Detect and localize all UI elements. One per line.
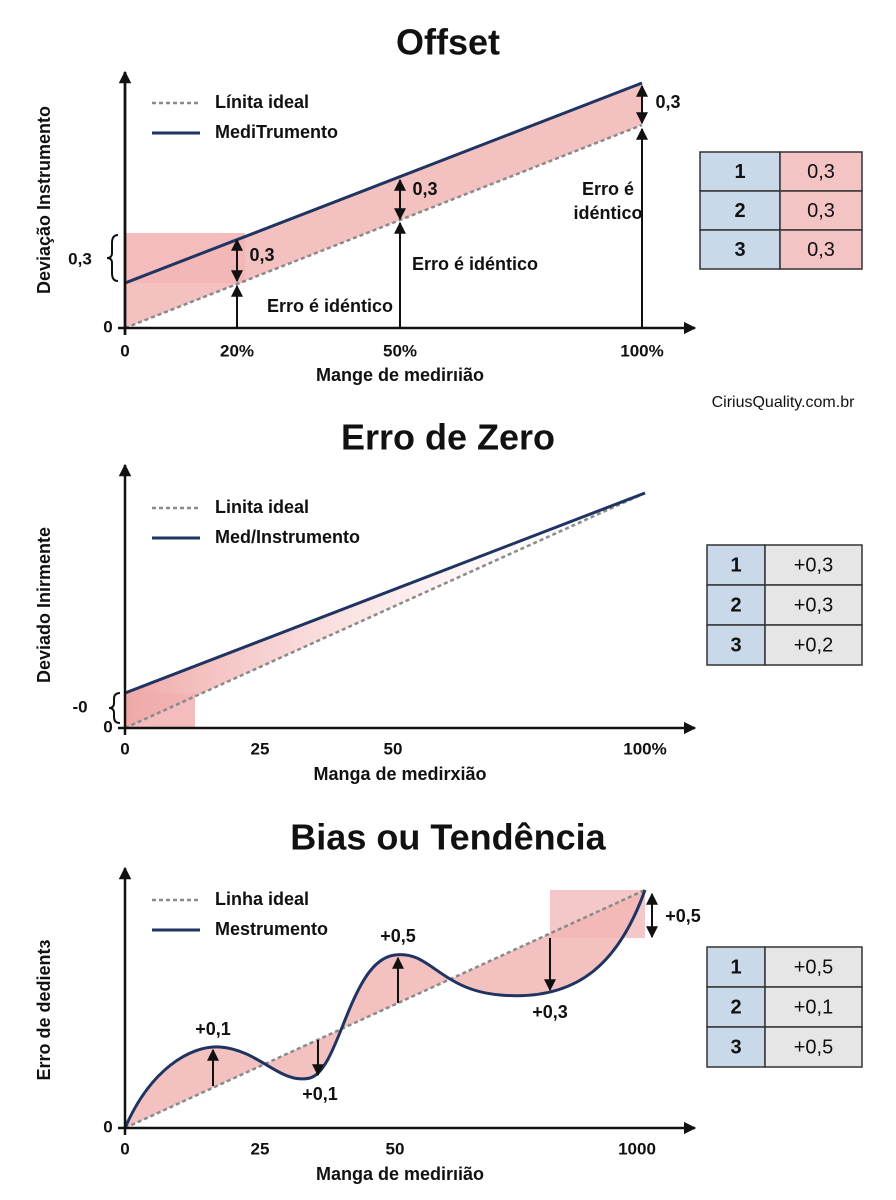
table-value: +0,5 — [794, 956, 833, 978]
table-key: 2 — [734, 200, 745, 222]
table-cell — [779, 151, 863, 192]
ideal-line — [124, 888, 646, 1130]
table-cell — [764, 624, 863, 666]
ideal-line — [124, 123, 643, 330]
table-key: 3 — [734, 239, 745, 261]
table-key: 3 — [730, 634, 741, 656]
error-area — [125, 83, 642, 328]
table-value: +0,1 — [794, 996, 833, 1018]
x-tick-label: 0 — [120, 1139, 129, 1158]
panel-title: Bias ou Tendência — [290, 817, 606, 858]
x-tick-label: 50 — [386, 1139, 405, 1158]
x-tick-label: 100% — [620, 341, 663, 360]
table-key: 1 — [730, 956, 741, 978]
table-cell — [764, 1026, 863, 1068]
brace — [106, 234, 119, 282]
measured-line — [124, 491, 646, 695]
annotation: 0,3 — [412, 179, 437, 199]
table-value: +0,3 — [794, 594, 833, 616]
annotation: +0,1 — [195, 1019, 231, 1039]
x-axis-label: Mange de medirıião — [316, 365, 484, 385]
x-tick-label: 1000 — [618, 1139, 656, 1158]
credit: CiriusQuality.com.br — [712, 394, 856, 411]
table-cell — [699, 229, 781, 270]
panel-title: Erro de Zero — [341, 417, 555, 458]
table-value: +0,3 — [794, 554, 833, 576]
panel-title: Offset — [396, 22, 500, 63]
y-tick-label: 0 — [103, 317, 112, 336]
measured-line — [124, 81, 643, 285]
y-axis-label: Erro de dedientɜ — [34, 939, 54, 1080]
table-value: 0,3 — [807, 200, 835, 222]
annotation: idéntico — [573, 203, 642, 223]
legend-label: Mestrumento — [215, 919, 328, 939]
annotation: +0,1 — [302, 1084, 338, 1104]
y-tick-label: 0 — [103, 717, 112, 736]
table-key: 1 — [734, 161, 745, 183]
table-value: 0,3 — [807, 239, 835, 261]
table-cell — [706, 986, 766, 1028]
x-tick-label: 0 — [120, 341, 129, 360]
x-tick-label: 50 — [384, 739, 403, 758]
table-cell — [764, 986, 863, 1028]
y-tick-label: -0 — [72, 697, 87, 716]
legend-label: Linita ideal — [215, 497, 309, 517]
table-key: 1 — [730, 554, 741, 576]
table-cell — [764, 584, 863, 626]
annotation: 0,3 — [655, 92, 680, 112]
brace — [108, 692, 121, 724]
annotation: Erro é idéntico — [412, 254, 538, 274]
measured-curve — [123, 889, 647, 1129]
table-key: 2 — [730, 996, 741, 1018]
table-key: 2 — [730, 594, 741, 616]
offset-graphics — [106, 70, 695, 335]
legend-label: Linha ideal — [215, 889, 309, 909]
x-tick-label: 0 — [120, 739, 129, 758]
annotation: +0,5 — [665, 906, 701, 926]
x-tick-label: 100% — [623, 739, 666, 758]
legend-label: Línita ideal — [215, 92, 309, 112]
x-axis-label: Manga de medirıião — [316, 1164, 484, 1184]
table-cell — [779, 190, 863, 231]
annotation: Erro é idéntico — [267, 296, 393, 316]
table-cell — [706, 1026, 766, 1068]
x-axis-label: Manga de medirxião — [313, 764, 486, 784]
legend-label: MediTrumento — [215, 122, 338, 142]
annotation: 0,3 — [249, 245, 274, 265]
annotation: Erro é — [582, 179, 634, 199]
y-tick-label: 0,3 — [68, 249, 92, 268]
table-value: +0,5 — [794, 1036, 833, 1058]
x-tick-label: 50% — [383, 341, 417, 360]
table-key: 3 — [730, 1036, 741, 1058]
table-value: +0,2 — [794, 634, 833, 656]
annotation: +0,3 — [532, 1002, 568, 1022]
table-cell — [699, 151, 781, 192]
table-cell — [706, 584, 766, 626]
legend-label: Med/Instrumento — [215, 527, 360, 547]
x-tick-label: 20% — [220, 341, 254, 360]
y-axis-label: Deviação Instrumento — [34, 106, 54, 294]
x-tick-label: 25 — [251, 739, 270, 758]
bias-graphics — [118, 866, 697, 1135]
zero-graphics — [108, 463, 697, 735]
annotation: +0,5 — [380, 926, 416, 946]
table-value: 0,3 — [807, 161, 835, 183]
table-cell — [706, 624, 766, 666]
y-axis-label: Deviado Inirmente — [34, 527, 54, 683]
x-tick-label: 25 — [251, 1139, 270, 1158]
table-cell — [779, 229, 863, 270]
y-tick-label: 0 — [103, 1117, 112, 1136]
